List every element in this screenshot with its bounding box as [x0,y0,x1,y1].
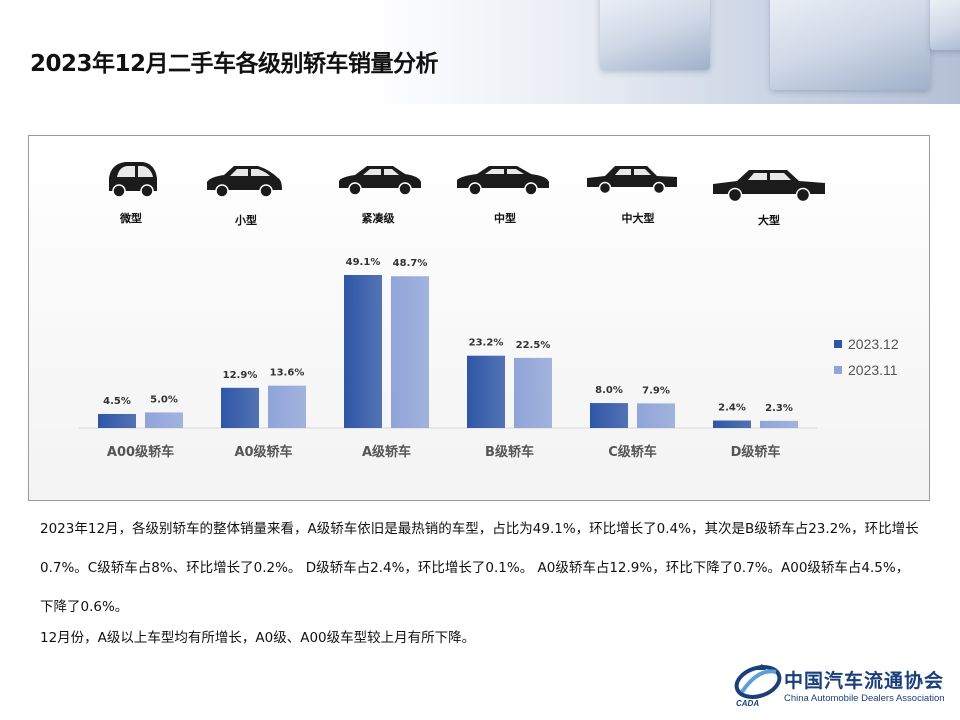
car-type-label: 大型 [758,214,780,227]
legend-label: 2023.11 [848,362,898,378]
x-tick-label: A级轿车 [362,444,411,460]
header-decor-cube [600,0,710,70]
bar-2023.11-B级轿车 [514,357,552,428]
data-label: 8.0% [595,385,623,396]
bar-2023.11-D级轿车 [760,420,798,428]
cada-emblem-icon [734,664,782,699]
legend-swatch [834,340,842,348]
data-label: 4.5% [103,396,131,407]
bar-2023.12-A级轿车 [344,275,382,428]
header-decor-cube [930,0,960,50]
data-label: 13.6% [270,368,305,379]
chart-panel: 微型 小型 紧凑级 中型 中大型 大型 4.5% 5.0% A00级轿车 12.9% 1… [28,135,930,501]
car-type-label: 微型 [120,212,142,225]
header-banner [0,0,960,104]
small-car-icon [204,162,284,202]
bar-2023.11-A00级轿车 [145,412,183,428]
bar-2023.12-D级轿车 [713,420,751,428]
car-type-label: 中型 [494,212,516,225]
bar-2023.12-A0级轿车 [221,387,259,428]
bar-2023.12-A00级轿车 [98,413,136,428]
midsize-car-icon [455,162,551,200]
x-tick-label: A0级轿车 [234,444,292,460]
logo-abbreviation: CADA [736,699,760,708]
page-title: 2023年12月二手车各级别轿车销量分析 [30,51,439,77]
micro-car-icon [103,158,163,202]
bar-chart: 4.5% 5.0% A00级轿车 12.9% 13.6% A0级轿车 49.1% 48.7% A… [79,257,817,460]
summary-paragraph: 12月份，A级以上车型均有所增长，A0级、A00级车型较上月有所下降。 [40,630,476,646]
data-label: 7.9% [642,385,670,396]
data-label: 49.1% [346,257,381,268]
x-tick-label: B级轿车 [485,444,534,460]
data-label: 23.2% [469,338,504,349]
data-label: 2.4% [718,403,746,414]
legend-label: 2023.12 [848,336,899,352]
bar-2023.11-A0级轿车 [268,385,306,428]
data-label: 12.9% [223,370,258,381]
legend-swatch [834,366,842,374]
chart-legend: 2023.12 2023.11 [834,331,899,383]
x-tick-label: A00级轿车 [107,444,174,460]
large-car-icon [711,166,827,206]
analysis-paragraph: 2023年12月，各级别轿车的整体销量来看，A级轿车依旧是最热销的车型，占比为4… [40,521,919,615]
bar-2023.11-A级轿车 [391,276,429,428]
data-label: 48.7% [393,258,428,269]
logo-english-name: China Automobile Dealers Association [784,693,945,704]
compact-car-icon [337,162,423,200]
bar-2023.12-C级轿车 [590,403,628,428]
car-type-label: 中大型 [621,212,655,225]
data-label: 5.0% [150,394,178,405]
cada-logo: CADA 中国汽车流通协会 China Automobile Dealers A… [732,662,952,712]
car-type-label: 小型 [235,214,257,227]
upper-midsize-car-icon [585,163,679,199]
x-tick-label: C级轿车 [608,444,657,460]
logo-name: 中国汽车流通协会 [784,670,945,692]
legend-item: 2023.12 [834,331,899,357]
car-type-label: 紧凑级 [361,212,395,225]
bar-2023.11-C级轿车 [637,403,675,428]
data-label: 2.3% [765,403,793,414]
bar-2023.12-B级轿车 [467,355,505,428]
x-tick-label: D级轿车 [731,444,781,460]
analysis-text: 2023年12月，各级别轿车的整体销量来看，A级轿车依旧是最热销的车型，占比为4… [40,510,920,649]
legend-item: 2023.11 [834,357,899,383]
data-label: 22.5% [516,340,551,351]
header-decor-cube [770,0,930,90]
